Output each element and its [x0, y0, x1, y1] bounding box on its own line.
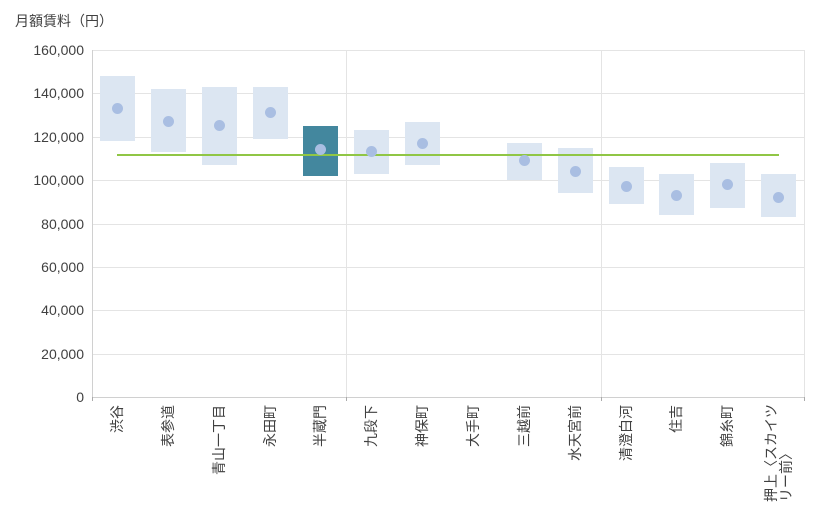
gridline-h	[92, 93, 804, 95]
average-dot	[264, 107, 276, 119]
y-axis-label: 80,000	[41, 215, 84, 232]
average-dot	[162, 116, 174, 128]
y-axis-label: 140,000	[33, 85, 84, 102]
average-dot	[569, 165, 581, 177]
x-axis-line	[92, 397, 804, 398]
average-dot	[315, 144, 327, 156]
reference-line	[117, 154, 779, 157]
average-dot	[111, 103, 123, 115]
axis-tick	[804, 397, 805, 401]
category-label-text: 九段下	[363, 405, 380, 447]
average-dot	[722, 178, 734, 190]
gridline-v	[600, 50, 602, 397]
y-axis-label: 0	[76, 389, 84, 405]
average-dot	[213, 120, 225, 132]
y-axis-line	[92, 50, 93, 397]
chart-title: 月額賃料（円）	[15, 13, 113, 29]
category-label-text: 三越前	[515, 405, 532, 447]
gridline-h	[92, 353, 804, 355]
gridline-h	[92, 136, 804, 138]
category-label-text: 水天宮前	[566, 405, 583, 461]
y-axis-label: 100,000	[33, 172, 84, 189]
average-dot	[366, 146, 378, 158]
gridline-h	[92, 180, 804, 182]
gridline-h	[92, 310, 804, 312]
gridline-v	[346, 50, 348, 397]
average-dot	[671, 189, 683, 201]
average-dot	[773, 191, 785, 203]
category-label-text: 清澄白河	[617, 405, 634, 461]
average-dot	[417, 137, 429, 149]
category-label-text: 渋谷	[108, 405, 125, 433]
y-axis-label: 120,000	[33, 128, 84, 145]
axis-tick	[346, 397, 348, 401]
gridline-h	[92, 223, 804, 225]
y-axis-label: 60,000	[41, 258, 84, 275]
plot-right-border	[804, 50, 805, 397]
category-label-text: 永田町	[261, 405, 278, 447]
y-axis-label: 20,000	[41, 345, 84, 362]
y-axis-label: 40,000	[41, 302, 84, 319]
category-label-text: 青山一丁目	[210, 405, 227, 475]
category-label-text: 神保町	[414, 405, 431, 447]
average-dot	[620, 181, 632, 193]
gridline-h	[92, 266, 804, 268]
category-label-text: 半蔵門	[312, 405, 329, 447]
category-label-text: 大手町	[464, 405, 481, 447]
axis-tick	[92, 397, 93, 401]
category-label-text: 押上〈スカイツ リー前〉	[762, 404, 794, 502]
category-label-text: 錦糸町	[719, 405, 736, 447]
category-label-text: 表参道	[159, 405, 176, 447]
average-dot	[518, 155, 530, 167]
y-axis-label: 160,000	[33, 42, 84, 58]
axis-tick	[600, 397, 602, 401]
gridline-h	[92, 50, 804, 51]
category-label-text: 住吉	[668, 405, 685, 433]
